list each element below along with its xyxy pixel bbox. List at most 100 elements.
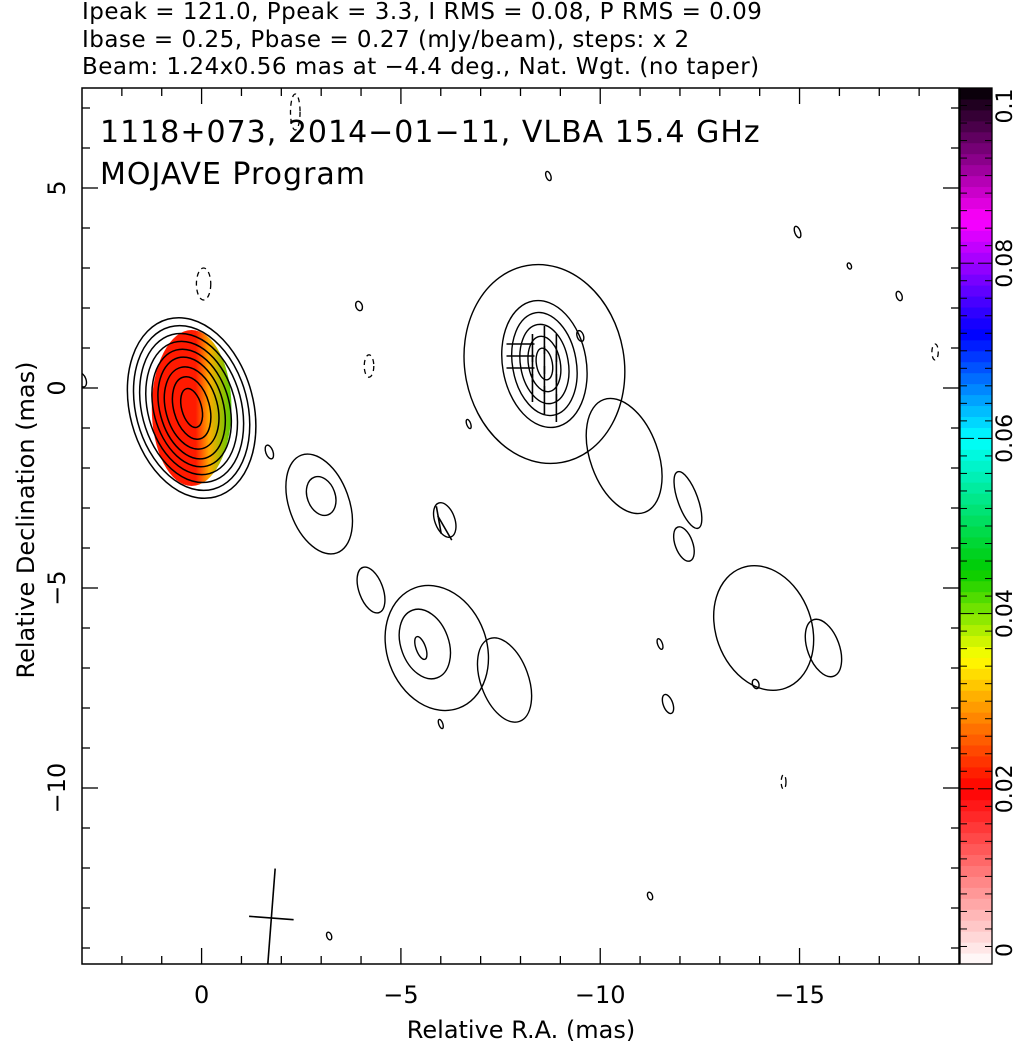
colorbar-band — [960, 186, 992, 198]
colorbar-band — [960, 843, 992, 855]
colorbar-band — [960, 197, 992, 209]
header-peak-rms: Ipeak = 121.0, Ppeak = 3.3, I RMS = 0.08… — [82, 0, 763, 25]
colorbar-band — [960, 602, 992, 615]
knot-contour — [511, 311, 578, 417]
x-axis-label: Relative R.A. (mas) — [406, 1016, 636, 1044]
negative-contour — [289, 93, 301, 131]
colorbar-tick-label: 0 — [993, 943, 1018, 957]
y-tick-label: 0 — [43, 380, 71, 395]
jet-contour — [414, 635, 428, 661]
header-base-steps: Ibase = 0.25, Pbase = 0.27 (mJy/beam), s… — [82, 27, 690, 53]
y-tick-label: 5 — [43, 180, 71, 195]
x-tick-label: 0 — [194, 981, 209, 1009]
colorbar-band — [960, 755, 992, 768]
core-contour — [138, 332, 245, 484]
colorbar-band — [960, 416, 992, 428]
colorbar-band — [960, 328, 992, 341]
colorbar-band — [960, 734, 992, 746]
colorbar-band — [960, 668, 992, 680]
jet-contour — [646, 891, 654, 901]
source-annotation: 1118+073, 2014−01−11, VLBA 15.4 GHz — [100, 115, 761, 150]
colorbar-band — [960, 449, 992, 461]
colorbar-band — [960, 88, 992, 100]
colorbar-band — [960, 438, 992, 450]
core-contour — [179, 387, 204, 429]
colorbar-tick-label: 0.04 — [993, 589, 1018, 638]
negative-contour — [195, 267, 212, 301]
colorbar-band — [960, 909, 992, 921]
colorbar-tick-label: 0.08 — [993, 239, 1018, 288]
colorbar-band — [960, 931, 992, 943]
colorbar-band — [960, 821, 992, 834]
colorbar-band — [960, 953, 992, 965]
colorbar-band — [960, 350, 992, 363]
colorbar-band — [960, 690, 992, 702]
y-tick-label: −10 — [43, 763, 71, 814]
jet-contour — [285, 453, 354, 555]
knot-contour — [501, 299, 588, 429]
y-tick-label: −5 — [43, 570, 71, 605]
colorbar-band — [960, 383, 992, 396]
jet-contour — [305, 475, 337, 517]
colorbar-band — [960, 208, 992, 220]
colorbar-band — [960, 427, 992, 439]
colorbar-band — [960, 712, 992, 724]
colorbar-band — [960, 460, 992, 472]
colorbar-band — [960, 942, 992, 954]
plot-frame — [81, 87, 960, 965]
core-contour — [151, 348, 233, 468]
colorbar-band — [960, 657, 992, 669]
jet-contour — [585, 397, 663, 515]
map-layer — [82, 93, 939, 964]
colorbar-band — [960, 591, 992, 604]
jet-contour — [846, 262, 853, 270]
colorbar-band — [960, 493, 992, 505]
colorbar-band — [960, 558, 992, 571]
colorbar-band — [960, 679, 992, 691]
x-tick-label: −5 — [383, 981, 418, 1009]
colorbar-band — [960, 98, 992, 111]
colorbar-band — [960, 230, 992, 242]
colorbar-band — [960, 788, 992, 801]
colorbar-band — [960, 361, 992, 374]
jet-contour — [354, 300, 364, 312]
colorbar-band — [960, 142, 992, 155]
jet-contour — [661, 693, 675, 715]
colorbar-band — [960, 569, 992, 582]
jet-contour — [82, 372, 88, 388]
jet-contour — [673, 470, 703, 530]
jet-contour — [793, 225, 802, 239]
colorbar-band — [960, 317, 992, 330]
jet-contour — [672, 526, 695, 562]
knot-contour — [535, 347, 554, 381]
colorbar-band — [960, 109, 992, 122]
knot-contour — [527, 335, 562, 393]
colorbar-band — [960, 219, 992, 231]
x-tick-label: −10 — [575, 981, 626, 1009]
axis-layer: 0 −5 −10 −15 5 0 −5 −10 — [43, 88, 959, 1009]
colorbar-band — [960, 865, 992, 877]
colorbar-tick-label: 0.02 — [993, 764, 1018, 813]
colorbar-band — [960, 635, 992, 647]
jet-contour — [656, 637, 664, 651]
colorbar-band — [960, 810, 992, 823]
jet-contour — [264, 444, 275, 460]
colorbar-band — [960, 131, 992, 144]
jet-contour — [895, 290, 903, 302]
colorbar-band — [960, 920, 992, 932]
core-polarized-intensity — [151, 330, 232, 486]
colorbar-band — [960, 241, 992, 253]
colorbar-band — [960, 120, 992, 133]
colorbar-band — [960, 372, 992, 385]
core-contour — [163, 366, 220, 450]
negative-contour — [780, 774, 787, 790]
core-contour — [126, 316, 257, 500]
colorbar-band — [960, 646, 992, 658]
colorbar-band — [960, 153, 992, 166]
colorbar-band — [960, 504, 992, 516]
jet-contour — [712, 564, 815, 692]
colorbar-band — [960, 580, 992, 593]
jet-contour — [432, 502, 457, 538]
jet-contour — [437, 718, 444, 730]
